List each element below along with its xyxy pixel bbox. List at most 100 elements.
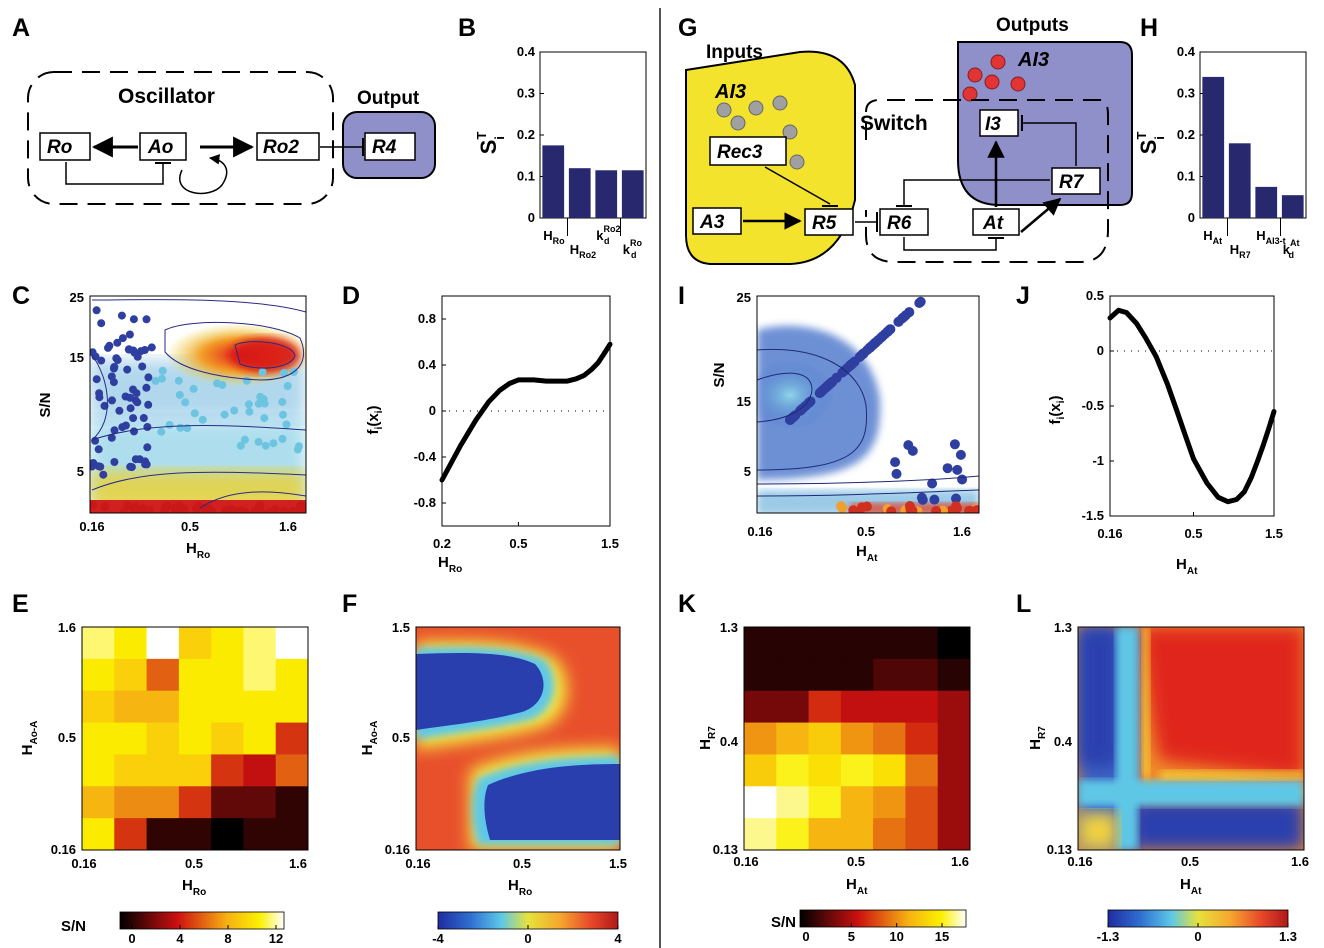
category-main: H xyxy=(1230,242,1239,257)
scatter-density xyxy=(757,360,835,430)
xlabel-i: HAt xyxy=(856,543,878,564)
scatter-dot xyxy=(179,504,189,513)
category-main: H xyxy=(543,228,552,243)
heatmap-cell xyxy=(178,627,212,660)
ytick-label: 1.6 xyxy=(58,620,76,635)
surface-l-frame xyxy=(1077,626,1305,851)
ytick-label: 25 xyxy=(70,290,84,305)
scatter-dot xyxy=(220,506,230,513)
scatter-dot xyxy=(805,396,816,407)
heatmap-cell xyxy=(82,818,115,851)
ytick-label: 1.3 xyxy=(1054,620,1072,635)
heatmap-cell xyxy=(776,786,810,819)
heatmap-cell xyxy=(776,658,810,692)
heatmap-cell xyxy=(840,786,874,819)
scatter-dot xyxy=(259,395,268,403)
plot-frame xyxy=(1109,295,1275,517)
panel-label-k: K xyxy=(678,590,696,618)
category-label: kRo d xyxy=(623,238,643,260)
scatter-dot xyxy=(147,343,156,352)
ytick-label: -1.5 xyxy=(1082,508,1104,523)
panel-g: G Inputs AI3 Rec3 A3 Outputs AI3 Switch xyxy=(678,14,1133,265)
panel-label-h: H xyxy=(1140,14,1158,42)
panel-label-d: D xyxy=(342,282,360,310)
scatter-dot xyxy=(255,501,265,511)
scatter-dot xyxy=(213,379,221,388)
scatter-dot xyxy=(107,433,116,442)
scatter-dot xyxy=(886,506,897,513)
ytick-label: 0.1 xyxy=(517,169,535,184)
scatter-dot xyxy=(133,352,142,361)
node-at xyxy=(972,208,1020,236)
scatter-dot xyxy=(244,400,253,409)
ytick-label: 25 xyxy=(737,290,751,305)
ylabel-k-main: H xyxy=(697,739,714,750)
node-i3 xyxy=(979,109,1019,137)
heatmap-cell xyxy=(937,627,971,660)
heatmap-cell xyxy=(178,690,212,724)
heatmap-cell xyxy=(82,627,115,660)
inhibit-r7-i3 xyxy=(1022,122,1077,166)
panel-l: L 1.3 0.4 0.13 0.16 0.5 1.6 HAt HR7 -1.3… xyxy=(1016,590,1309,944)
ytick-label: 0.1 xyxy=(1177,169,1195,184)
scatter-dot xyxy=(278,397,287,406)
scatter-i-points xyxy=(757,296,979,513)
ytick-label: 0.8 xyxy=(418,311,436,326)
contour-line xyxy=(757,372,813,423)
scatter-dot xyxy=(907,445,918,456)
ytick-label: 0.4 xyxy=(720,734,739,749)
surface-region xyxy=(1078,812,1118,850)
scatter-dot xyxy=(176,423,185,432)
scatter-dot xyxy=(94,462,103,471)
ytick-label: 15 xyxy=(737,394,751,409)
xlabel-f-sub: Ro xyxy=(519,887,532,898)
molecule-dot xyxy=(962,86,978,102)
chart-j: -1.5 -1 -0.5 0 0.5 0.16 0.5 1.5 xyxy=(1082,288,1283,541)
colorbar-tick-label: 0 xyxy=(802,929,809,944)
inputs-title: Inputs xyxy=(706,42,763,63)
scatter-dot xyxy=(92,306,101,315)
heatmap-cell xyxy=(776,754,810,787)
node-ro2 xyxy=(256,132,320,161)
scatter-dot xyxy=(144,373,153,382)
xtick-label: 0.5 xyxy=(847,854,865,869)
panel-label-j: J xyxy=(1016,282,1030,310)
heatmap-cell xyxy=(840,818,874,851)
heatmap-cell xyxy=(211,754,244,787)
scatter-dot xyxy=(296,501,306,511)
oscillator-title: Oscillator xyxy=(118,85,215,108)
inhibit-ro-ao xyxy=(65,162,164,185)
ylabel-l-main: H xyxy=(1027,739,1044,750)
switch-title: Switch xyxy=(860,112,928,135)
category-label: HAI3-t xyxy=(1256,228,1285,246)
molecule-dot xyxy=(730,115,746,131)
heatmap-cell xyxy=(114,786,148,819)
xlabel-j-main: H xyxy=(1176,556,1187,573)
xtick-label: 1.6 xyxy=(279,519,297,534)
ytick-label: 0.13 xyxy=(713,842,738,857)
ylabel-j-main: f xyxy=(1047,418,1064,424)
heatmap-cell xyxy=(808,722,842,755)
bar xyxy=(542,145,565,218)
panel-d: D -0.8-0.400.40.80.2 0.5 1.5 HRo fi(xi) xyxy=(342,282,619,575)
scatter-dot xyxy=(916,492,927,503)
heatmap-cell xyxy=(275,754,309,787)
bar xyxy=(621,170,644,218)
category-main: H xyxy=(570,242,579,257)
category-sub: d xyxy=(604,236,610,246)
bar xyxy=(1228,143,1251,218)
colorbar-tick-label: 1.3 xyxy=(1279,929,1297,944)
node-a3-label: A3 xyxy=(699,212,725,233)
colorbar-tick-label: 0 xyxy=(128,931,135,946)
scatter-dot xyxy=(283,382,292,390)
ytick-label: 0.5 xyxy=(1086,288,1104,303)
heatmap-cell xyxy=(840,754,874,787)
scatter-dot xyxy=(174,376,183,385)
ytick-label: 5 xyxy=(744,464,751,479)
scatter-dot xyxy=(100,401,109,410)
ytick-label: 0.4 xyxy=(418,357,437,372)
surface-region xyxy=(1130,800,1304,850)
ylabel-sup: T xyxy=(474,132,489,140)
